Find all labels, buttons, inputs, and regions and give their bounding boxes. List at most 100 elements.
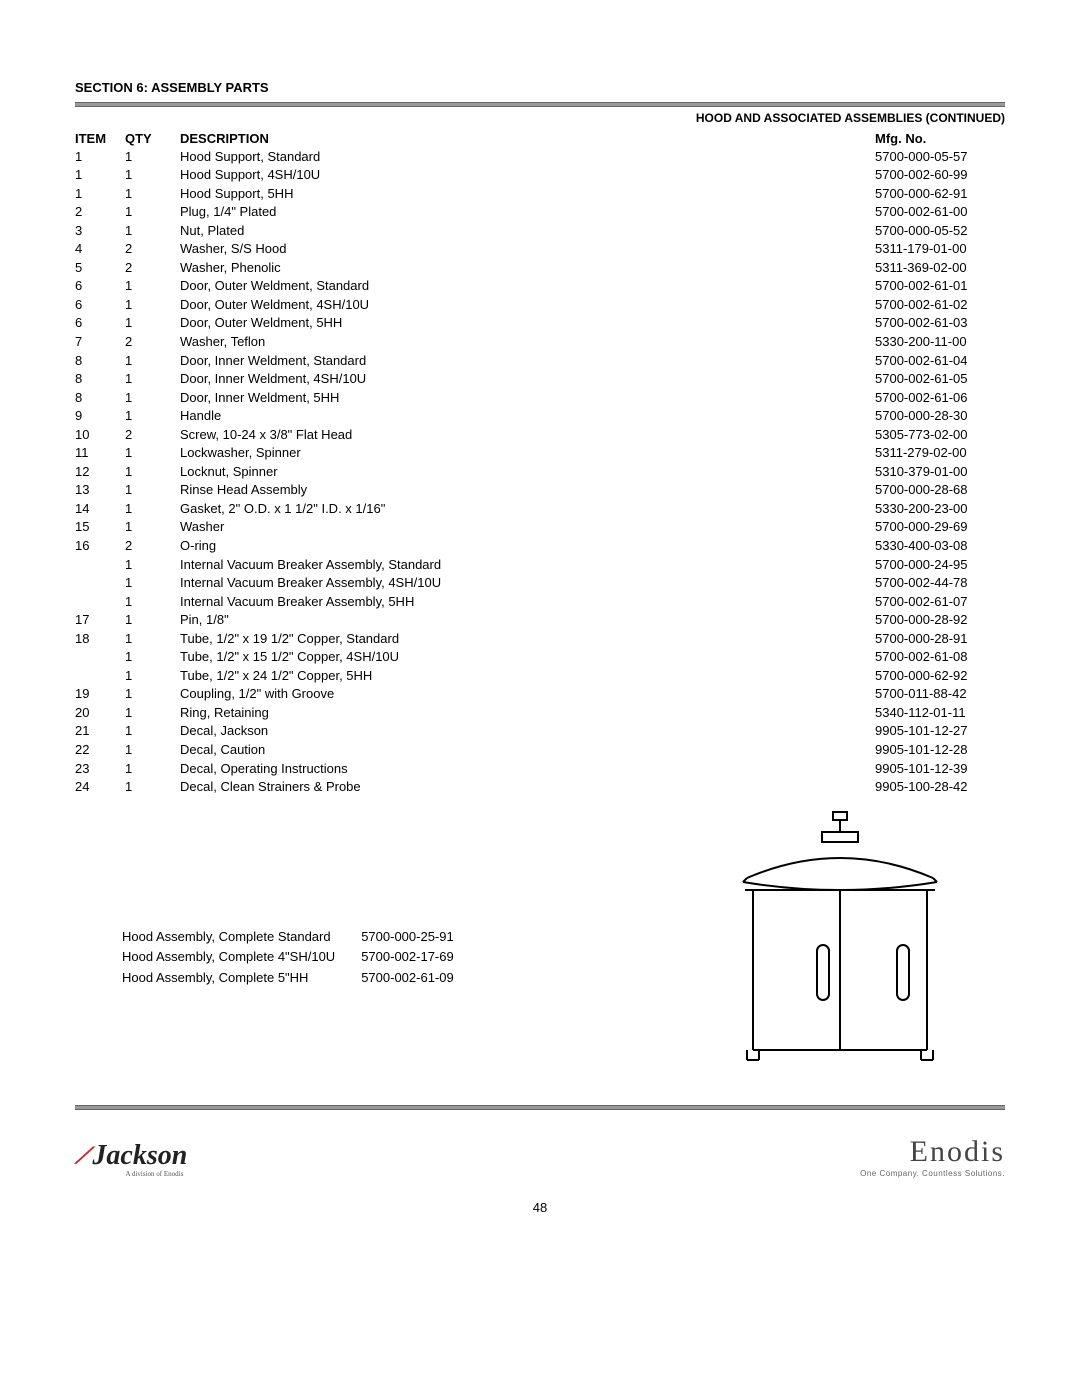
cell-desc: Lockwasher, Spinner [180,444,875,463]
cell-qty: 1 [125,592,180,611]
cell-desc: Plug, 1/4" Plated [180,203,875,222]
cell-desc: Nut, Plated [180,221,875,240]
table-header-row: ITEM QTY DESCRIPTION Mfg. No. [75,131,1005,147]
sub-header: HOOD AND ASSOCIATED ASSEMBLIES (CONTINUE… [75,111,1005,125]
cell-mfg: 5700-000-62-92 [875,666,1005,685]
cell-qty: 1 [125,166,180,185]
assembly-desc: Hood Assembly, Complete Standard [122,927,359,946]
cell-desc: Door, Inner Weldment, 5HH [180,388,875,407]
table-row: 81Door, Inner Weldment, Standard5700-002… [75,351,1005,370]
cell-desc: Hood Support, 4SH/10U [180,166,875,185]
assembly-desc: Hood Assembly, Complete 4"SH/10U [122,948,359,967]
cell-mfg: 5700-002-61-06 [875,388,1005,407]
table-row: 181Tube, 1/2" x 19 1/2" Copper, Standard… [75,629,1005,648]
cell-qty: 1 [125,741,180,760]
col-header-item: ITEM [75,131,125,147]
cell-qty: 2 [125,258,180,277]
cell-mfg: 5700-000-28-30 [875,407,1005,426]
table-row: 11Hood Support, 5HH5700-000-62-91 [75,184,1005,203]
table-row: 171Pin, 1/8"5700-000-28-92 [75,611,1005,630]
cell-mfg: 9905-101-12-39 [875,759,1005,778]
cell-mfg: 5340-112-01-11 [875,703,1005,722]
cell-desc: Washer, Phenolic [180,258,875,277]
cell-qty: 1 [125,666,180,685]
table-row: 61Door, Outer Weldment, 5HH5700-002-61-0… [75,314,1005,333]
cell-qty: 1 [125,611,180,630]
cell-mfg: 5700-000-24-95 [875,555,1005,574]
footer: ⟋ Jackson A division of Enodis Enodis On… [75,1135,1005,1178]
cell-item: 8 [75,388,125,407]
cell-item: 23 [75,759,125,778]
cell-item: 10 [75,425,125,444]
cell-mfg: 5700-002-61-00 [875,203,1005,222]
assembly-row: Hood Assembly, Complete Standard5700-000… [122,927,478,946]
cell-mfg: 5700-000-05-57 [875,147,1005,166]
table-row: 1Tube, 1/2" x 24 1/2" Copper, 5HH5700-00… [75,666,1005,685]
table-row: 141Gasket, 2" O.D. x 1 1/2" I.D. x 1/16"… [75,499,1005,518]
cell-desc: O-ring [180,536,875,555]
cell-qty: 1 [125,685,180,704]
table-row: 131Rinse Head Assembly5700-000-28-68 [75,481,1005,500]
cell-mfg: 5330-400-03-08 [875,536,1005,555]
enodis-tagline: One Company. Countless Solutions. [860,1169,1005,1178]
cell-mfg: 5330-200-11-00 [875,332,1005,351]
cell-desc: Coupling, 1/2" with Groove [180,685,875,704]
cell-item: 6 [75,277,125,296]
cell-item: 1 [75,166,125,185]
cell-desc: Rinse Head Assembly [180,481,875,500]
cell-qty: 2 [125,425,180,444]
cell-mfg: 5700-002-44-78 [875,574,1005,593]
cell-item: 6 [75,295,125,314]
cell-qty: 1 [125,574,180,593]
cell-mfg: 5330-200-23-00 [875,499,1005,518]
cell-desc: Screw, 10-24 x 3/8" Flat Head [180,425,875,444]
cell-qty: 1 [125,203,180,222]
cell-desc: Decal, Caution [180,741,875,760]
assembly-desc: Hood Assembly, Complete 5"HH [122,968,359,987]
cell-desc: Door, Inner Weldment, Standard [180,351,875,370]
cell-mfg: 5700-011-88-42 [875,685,1005,704]
cell-item: 14 [75,499,125,518]
cell-desc: Gasket, 2" O.D. x 1 1/2" I.D. x 1/16" [180,499,875,518]
table-row: 52Washer, Phenolic5311-369-02-00 [75,258,1005,277]
cell-desc: Washer [180,518,875,537]
cell-item: 1 [75,147,125,166]
cell-qty: 1 [125,499,180,518]
cell-desc: Internal Vacuum Breaker Assembly, Standa… [180,555,875,574]
cell-mfg: 5700-002-61-03 [875,314,1005,333]
col-header-desc: DESCRIPTION [180,131,875,147]
table-row: 81Door, Inner Weldment, 5HH5700-002-61-0… [75,388,1005,407]
cell-item: 8 [75,351,125,370]
cell-qty: 1 [125,629,180,648]
cell-desc: Door, Outer Weldment, Standard [180,277,875,296]
table-row: 11Hood Support, Standard5700-000-05-57 [75,147,1005,166]
cell-desc: Ring, Retaining [180,703,875,722]
table-row: 102Screw, 10-24 x 3/8" Flat Head5305-773… [75,425,1005,444]
table-row: 221Decal, Caution9905-101-12-28 [75,741,1005,760]
cell-mfg: 5700-000-62-91 [875,184,1005,203]
table-row: 241Decal, Clean Strainers & Probe9905-10… [75,778,1005,797]
cell-desc: Decal, Operating Instructions [180,759,875,778]
cell-item: 9 [75,407,125,426]
cell-item: 6 [75,314,125,333]
cell-desc: Pin, 1/8" [180,611,875,630]
cell-desc: Decal, Clean Strainers & Probe [180,778,875,797]
cell-desc: Handle [180,407,875,426]
col-header-qty: QTY [125,131,180,147]
cell-qty: 1 [125,184,180,203]
cell-item [75,592,125,611]
table-row: 91Handle5700-000-28-30 [75,407,1005,426]
cell-item: 17 [75,611,125,630]
cell-qty: 1 [125,407,180,426]
cell-mfg: 5700-002-60-99 [875,166,1005,185]
assembly-table: Hood Assembly, Complete Standard5700-000… [120,925,480,989]
cell-item: 20 [75,703,125,722]
cell-mfg: 5310-379-01-00 [875,462,1005,481]
cell-mfg: 5700-002-61-08 [875,648,1005,667]
cell-qty: 1 [125,277,180,296]
cell-item [75,555,125,574]
cell-item: 16 [75,536,125,555]
cell-qty: 1 [125,555,180,574]
cell-mfg: 5700-002-61-05 [875,370,1005,389]
cell-desc: Washer, S/S Hood [180,240,875,259]
